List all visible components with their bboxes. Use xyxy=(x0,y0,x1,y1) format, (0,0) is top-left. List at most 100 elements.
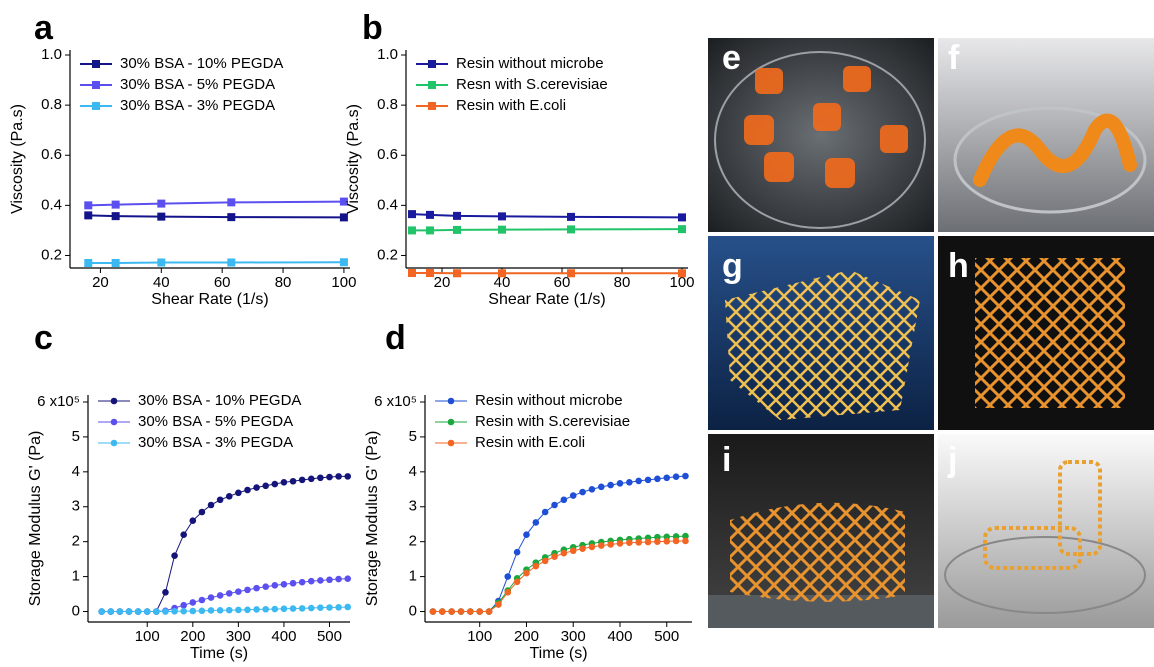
marker xyxy=(598,484,605,491)
y-tick-label: 0.8 xyxy=(377,96,398,113)
marker xyxy=(678,225,686,233)
legend-marker xyxy=(111,440,118,447)
marker xyxy=(253,585,260,592)
series xyxy=(430,533,689,615)
marker xyxy=(607,541,614,548)
marker xyxy=(162,589,169,596)
y-tick-label: 5 xyxy=(72,428,80,445)
legend-label: Resin without microbe xyxy=(456,55,604,72)
marker xyxy=(626,479,633,486)
marker xyxy=(514,579,521,586)
y-tick-label: 3 xyxy=(409,498,417,515)
marker xyxy=(171,552,178,559)
y-tick-label: 0.4 xyxy=(377,196,398,213)
marker xyxy=(272,481,279,488)
marker xyxy=(645,477,652,484)
y-tick-label: 3 xyxy=(72,498,80,515)
y-tick-label: 2 xyxy=(72,533,80,550)
x-tick-label: 400 xyxy=(607,628,632,645)
marker xyxy=(533,563,540,570)
marker xyxy=(171,608,178,615)
marker xyxy=(317,577,324,584)
marker xyxy=(654,476,661,483)
marker xyxy=(567,269,575,277)
marker xyxy=(504,573,511,580)
photo-letter: e xyxy=(722,39,741,77)
y-tick-label: 0.4 xyxy=(41,196,62,213)
series-line xyxy=(412,214,682,217)
x-axis-label: Time (s) xyxy=(190,645,248,662)
marker xyxy=(617,480,624,487)
marker xyxy=(326,474,333,481)
marker xyxy=(654,538,661,545)
marker xyxy=(607,482,614,489)
marker xyxy=(567,225,575,233)
marker xyxy=(244,487,251,494)
marker xyxy=(476,608,483,615)
marker xyxy=(542,558,549,565)
legend-label: Resn with S.cerevisiae xyxy=(456,76,608,93)
marker xyxy=(84,201,92,209)
legend-marker xyxy=(448,419,455,426)
marker xyxy=(589,544,596,551)
y-tick-label: 4 xyxy=(72,463,80,480)
y-axis-label: Storage Modulus G' (Pa) xyxy=(364,431,381,607)
y-tick-label: 1.0 xyxy=(41,46,62,63)
marker xyxy=(299,579,306,586)
marker xyxy=(180,602,187,609)
marker xyxy=(570,492,577,499)
y-axis-label: Storage Modulus G' (Pa) xyxy=(27,431,44,607)
x-tick-label: 100 xyxy=(467,628,492,645)
legend-marker xyxy=(428,81,436,89)
marker xyxy=(126,608,133,615)
marker xyxy=(290,580,297,587)
marker xyxy=(217,496,224,503)
marker xyxy=(262,483,269,490)
marker xyxy=(495,601,502,608)
marker xyxy=(626,539,633,546)
photo-h xyxy=(938,236,1154,430)
marker xyxy=(551,553,558,560)
series-line xyxy=(433,536,686,611)
marker xyxy=(117,608,124,615)
marker xyxy=(253,484,260,491)
marker xyxy=(579,489,586,496)
marker xyxy=(317,604,324,611)
x-tick-label: 100 xyxy=(331,274,356,291)
marker xyxy=(579,545,586,552)
marker xyxy=(567,213,575,221)
marker xyxy=(235,607,242,614)
marker xyxy=(226,493,233,500)
panel-label: c xyxy=(34,319,53,357)
marker xyxy=(107,608,114,615)
panel-label: a xyxy=(34,9,54,47)
photo-letter: f xyxy=(948,39,960,77)
marker xyxy=(326,576,333,583)
legend-label: 30% BSA - 3% PEGDA xyxy=(120,97,275,114)
marker xyxy=(299,477,306,484)
marker xyxy=(682,473,689,480)
marker xyxy=(439,608,446,615)
marker xyxy=(340,258,348,266)
legend-marker xyxy=(92,60,100,68)
marker xyxy=(335,473,342,480)
marker xyxy=(235,489,242,496)
legend-label: 30% BSA - 3% PEGDA xyxy=(138,434,293,451)
marker xyxy=(589,486,596,493)
photo-letter: g xyxy=(722,247,743,285)
marker xyxy=(453,212,461,220)
legend-label: Resin with S.cerevisiae xyxy=(475,413,630,430)
x-tick-label: 80 xyxy=(275,274,292,291)
marker xyxy=(308,578,315,585)
marker xyxy=(244,606,251,613)
x-tick-label: 400 xyxy=(271,628,296,645)
marker xyxy=(262,606,269,613)
x-tick-label: 300 xyxy=(561,628,586,645)
marker xyxy=(135,608,142,615)
marker xyxy=(617,540,624,547)
x-tick-label: 500 xyxy=(654,628,679,645)
marker xyxy=(199,608,206,615)
marker xyxy=(673,473,680,480)
marker xyxy=(144,608,151,615)
marker xyxy=(498,269,506,277)
